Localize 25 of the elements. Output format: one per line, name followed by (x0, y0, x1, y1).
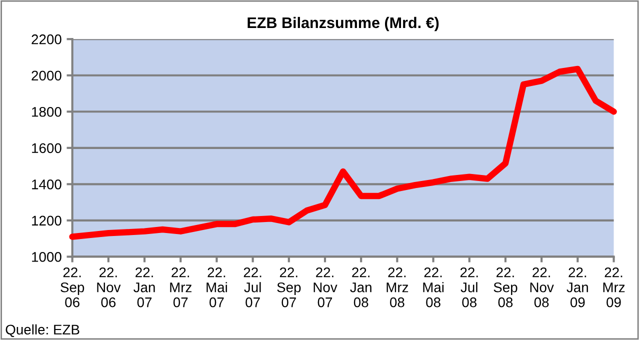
y-tick-label: 1000 (32, 252, 62, 262)
x-tick-label: 22. Jul 07 (244, 267, 262, 308)
y-tick-label: 2000 (32, 70, 62, 81)
x-tick-label: 22. Nov 08 (530, 267, 554, 308)
y-tick-label: 1400 (32, 180, 62, 190)
x-tick-label: 22. Mrz 07 (170, 267, 192, 308)
y-tick-label: 1600 (32, 143, 62, 154)
source-note: Quelle: EZB (6, 324, 80, 338)
x-tick-label: 22. Jan 09 (566, 267, 588, 308)
x-tick-label: 22. Mrz 09 (603, 267, 625, 308)
x-tick-label: 22. Mai 07 (206, 267, 227, 308)
x-tick-label: 22. Mrz 08 (386, 267, 408, 308)
chart-title: EZB Bilanzsumme (Mrd. €) (248, 16, 439, 32)
x-tick-label: 22. Mai 08 (423, 267, 444, 308)
x-tick-label: 22. Sep 06 (60, 267, 84, 308)
x-tick-label: 22. Sep 07 (277, 267, 301, 308)
y-tick-label: 1200 (32, 216, 62, 226)
y-tick-label: 1800 (32, 106, 62, 117)
x-tick-label: 22. Jul 08 (460, 267, 478, 308)
x-tick-label: 22. Nov 07 (314, 267, 338, 308)
x-tick-label: 22. Jan 08 (350, 267, 372, 308)
x-tick-label: 22. Sep 08 (494, 267, 518, 308)
x-tick-label: 22. Jan 07 (134, 267, 155, 308)
y-tick-label: 2200 (32, 34, 62, 44)
x-tick-label: 22. Nov 06 (97, 267, 121, 308)
